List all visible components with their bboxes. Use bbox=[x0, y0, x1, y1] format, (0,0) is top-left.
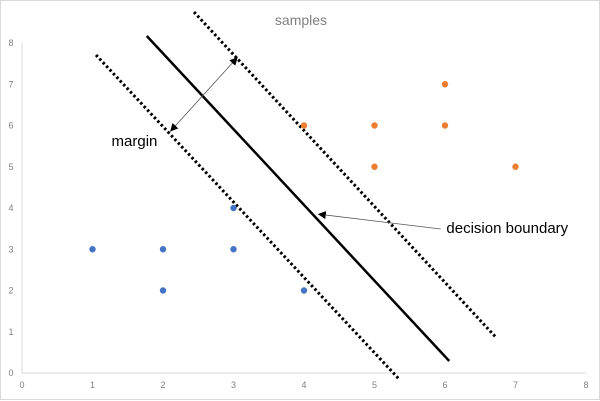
orange-data-point bbox=[441, 122, 449, 129]
blue-data-point bbox=[300, 287, 308, 294]
x-tick-label: 2 bbox=[160, 380, 165, 390]
y-tick-label: 3 bbox=[8, 244, 13, 254]
x-tick-label: 1 bbox=[90, 380, 95, 390]
y-tick-label: 8 bbox=[8, 38, 13, 48]
blue-data-point bbox=[159, 246, 167, 253]
orange-data-point bbox=[371, 163, 378, 170]
orange-data-point bbox=[441, 81, 449, 88]
y-tick-label: 1 bbox=[8, 327, 13, 337]
y-tick-label: 7 bbox=[8, 79, 13, 89]
blue-data-point bbox=[159, 287, 167, 294]
x-tick-label: 6 bbox=[442, 380, 447, 390]
blue-data-point bbox=[230, 246, 237, 253]
blue-data-point bbox=[230, 204, 237, 212]
annotation-arrow bbox=[170, 57, 238, 132]
annotation-arrow bbox=[317, 211, 441, 230]
decision-boundary-line bbox=[145, 35, 451, 362]
annotation-label: decision boundary bbox=[446, 220, 568, 237]
margin-line bbox=[192, 11, 497, 339]
blue-data-point bbox=[89, 246, 96, 253]
orange-data-point bbox=[300, 122, 308, 129]
y-tick-label: 6 bbox=[8, 121, 13, 131]
chart-title: samples bbox=[275, 12, 327, 28]
y-tick-label: 4 bbox=[8, 203, 13, 213]
y-tick-label: 0 bbox=[8, 368, 13, 378]
x-tick-label: 8 bbox=[583, 380, 588, 390]
orange-data-point bbox=[371, 122, 378, 129]
annotation-label: margin bbox=[112, 133, 158, 150]
x-tick-label: 4 bbox=[301, 380, 306, 390]
orange-data-point bbox=[512, 163, 519, 170]
x-tick-label: 7 bbox=[513, 380, 518, 390]
y-tick-label: 2 bbox=[8, 286, 13, 296]
x-tick-label: 0 bbox=[19, 380, 24, 390]
x-tick-label: 3 bbox=[231, 380, 236, 390]
x-tick-label: 5 bbox=[372, 380, 377, 390]
margin-line bbox=[94, 53, 401, 381]
y-tick-label: 5 bbox=[8, 162, 13, 172]
